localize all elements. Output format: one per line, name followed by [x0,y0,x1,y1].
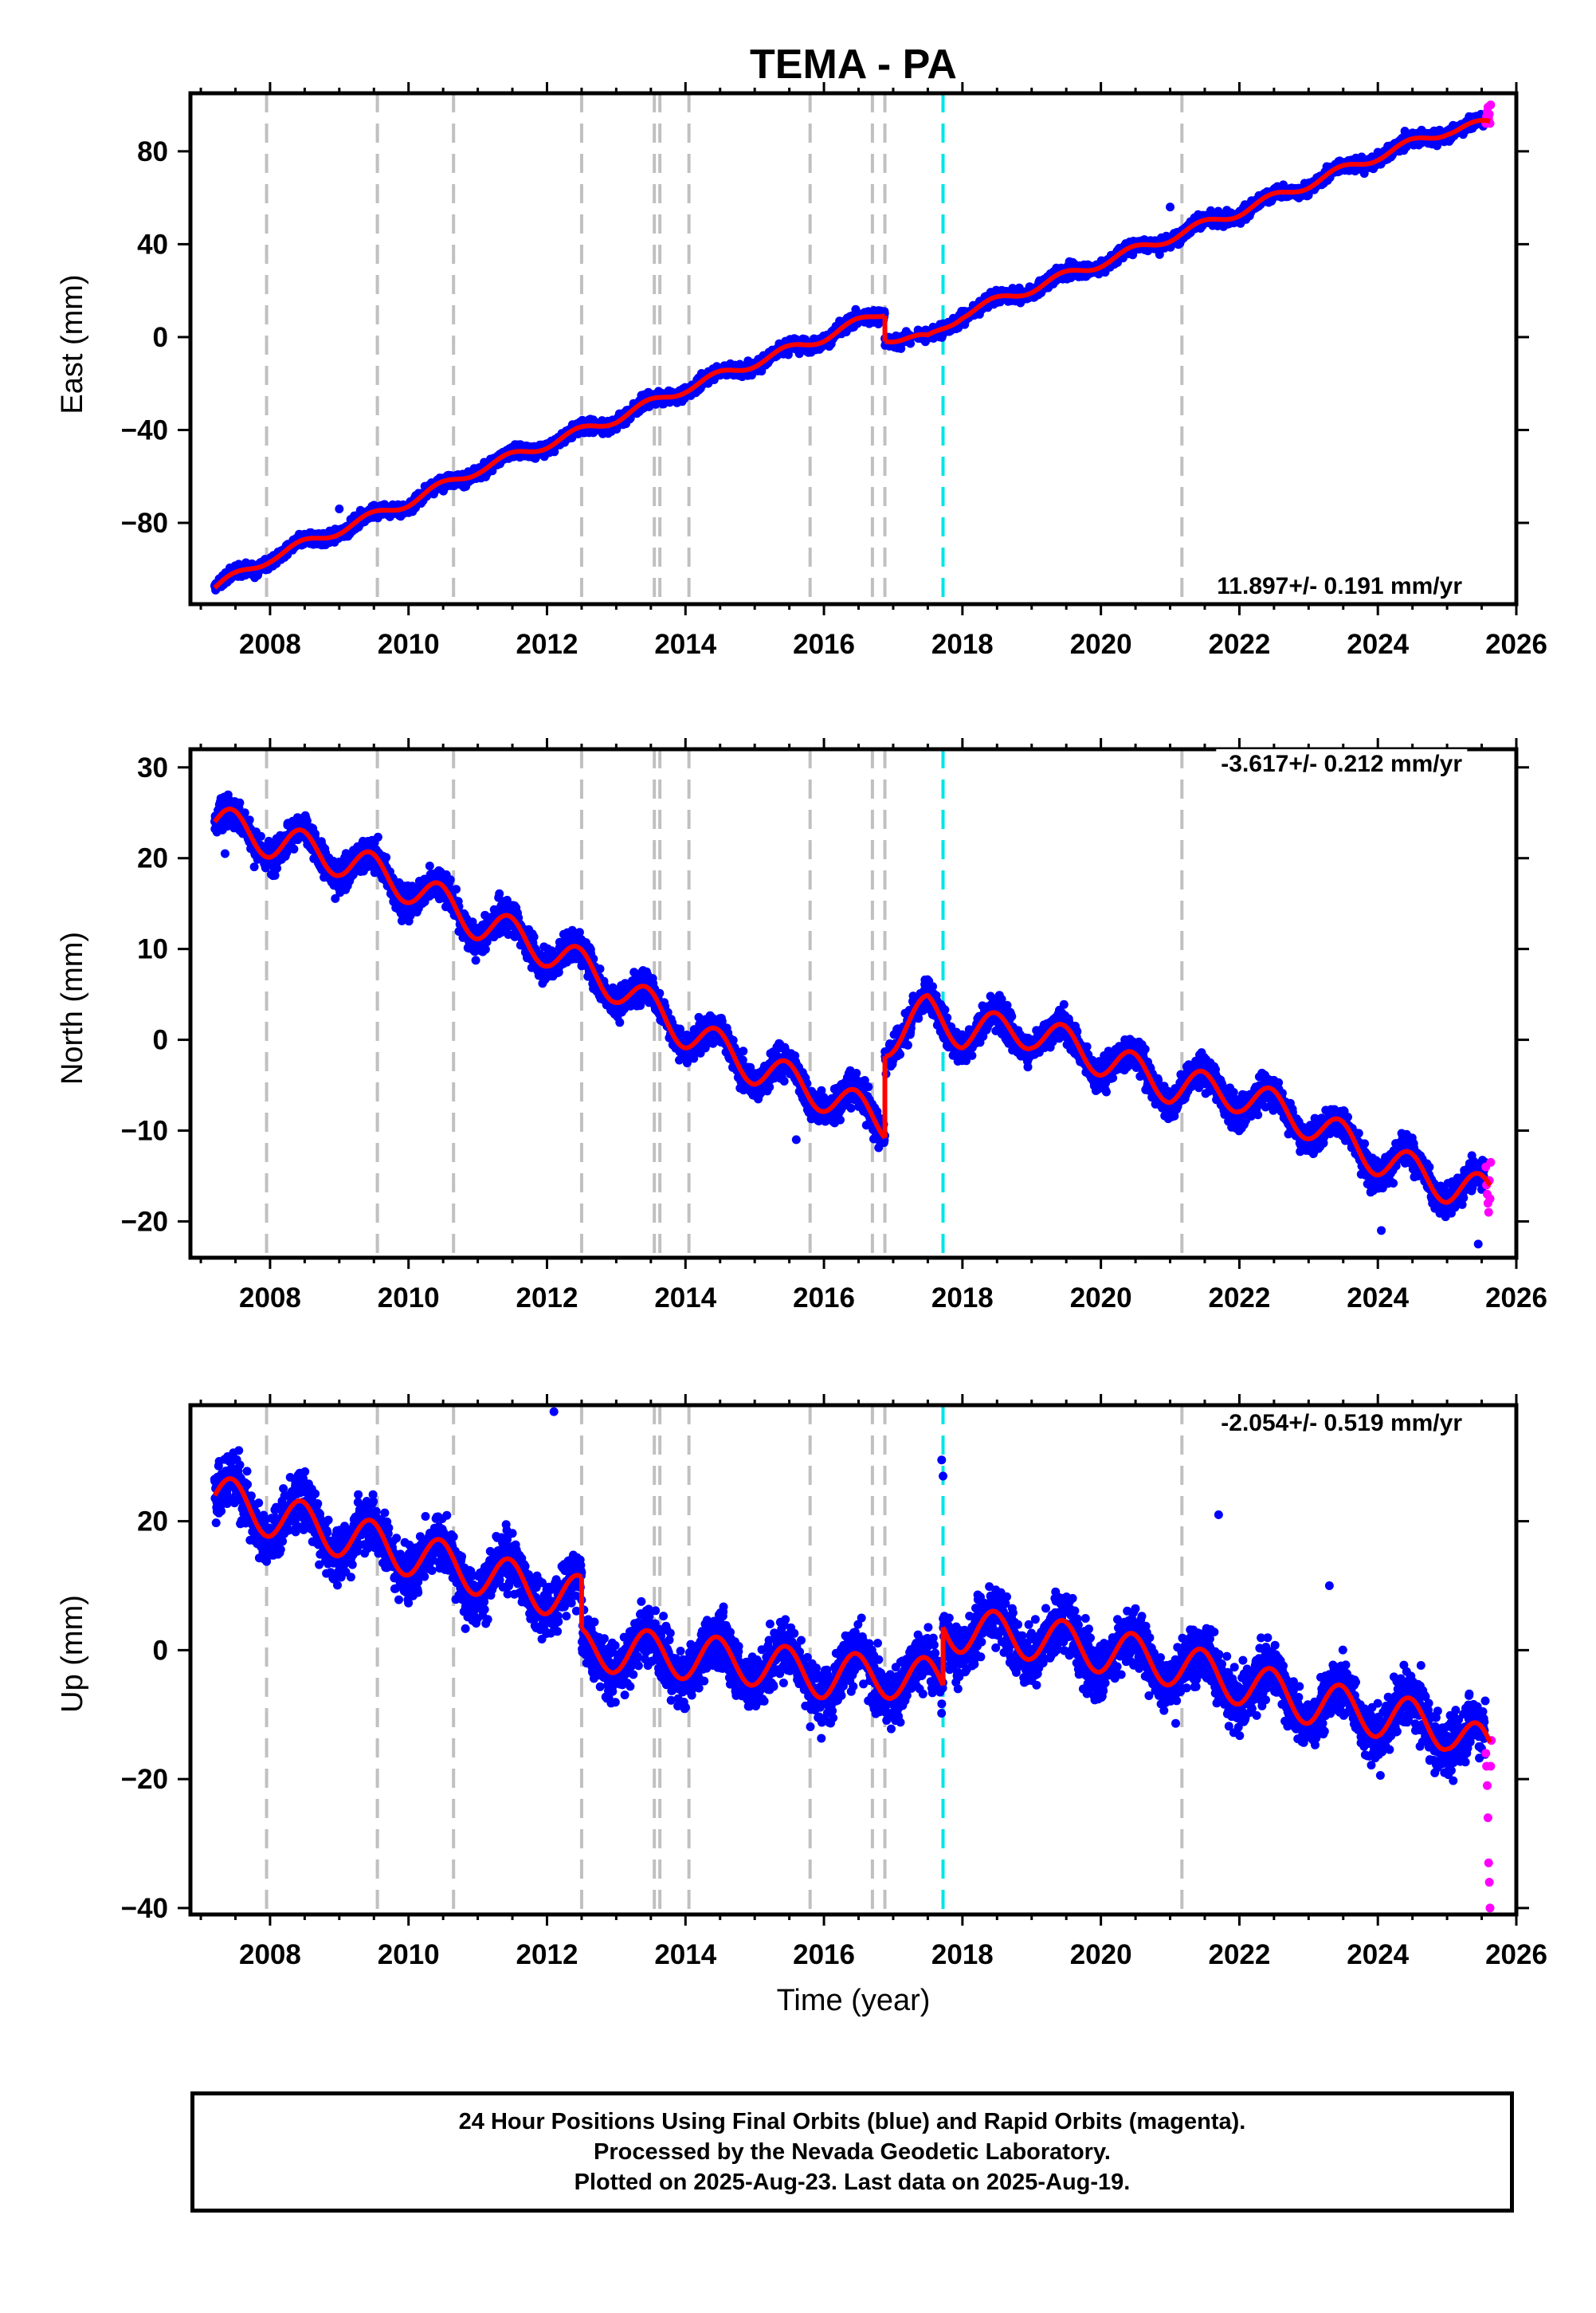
east-final-point [906,339,916,348]
figure-title: TEMA - PA [750,41,957,88]
east-panel: 2008 2010 2012 2014 2016 2018 2020 2022 2024 2026… [56,82,1547,660]
east-final-orbit-points [210,109,1490,595]
east-plot-area [210,93,1496,604]
